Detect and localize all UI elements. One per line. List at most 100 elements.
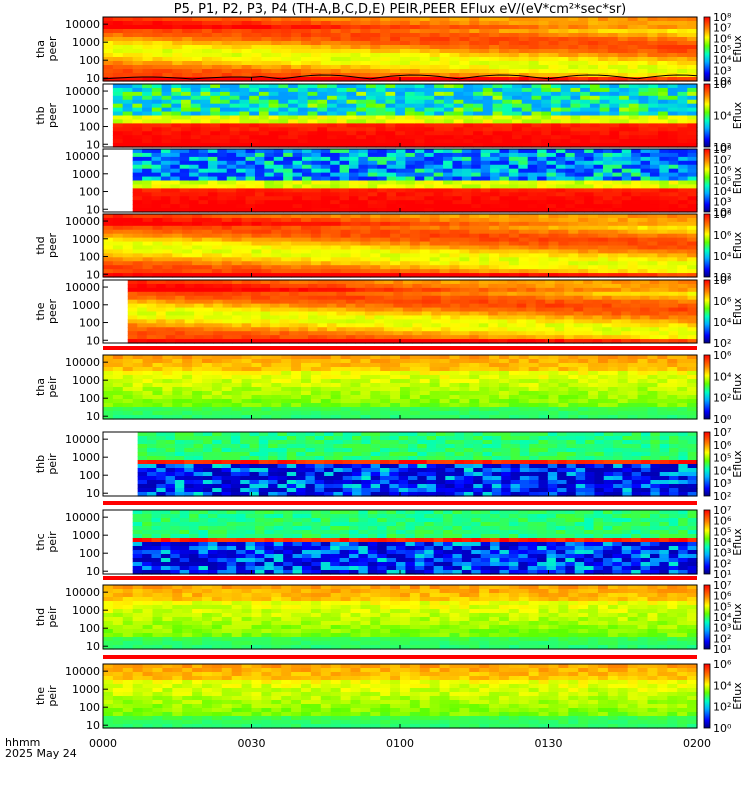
heatmap-cell bbox=[640, 164, 651, 170]
heatmap-cell bbox=[380, 273, 391, 278]
heatmap-cell bbox=[375, 135, 387, 140]
heatmap-cell bbox=[546, 196, 557, 201]
heatmap-cell bbox=[210, 91, 221, 97]
heatmap-cell bbox=[564, 335, 575, 340]
heatmap-cell bbox=[340, 221, 352, 227]
heatmap-cell bbox=[327, 84, 338, 89]
heatmap-cell bbox=[297, 99, 309, 105]
heatmap-cell bbox=[607, 229, 619, 235]
heatmap-cell bbox=[580, 111, 591, 117]
heatmap-cell bbox=[189, 172, 200, 178]
heatmap-cell bbox=[232, 323, 243, 328]
heatmap-cell bbox=[317, 131, 328, 136]
heatmap-cell bbox=[211, 65, 223, 70]
heatmap-cell bbox=[402, 319, 413, 324]
heatmap-cell bbox=[301, 172, 312, 178]
heatmap-cell bbox=[142, 127, 153, 132]
heatmap-cell bbox=[424, 180, 435, 186]
heatmap-cell bbox=[409, 257, 421, 262]
heatmap-cell bbox=[261, 49, 272, 54]
heatmap-cell bbox=[203, 311, 214, 317]
heatmap-cell bbox=[297, 95, 309, 101]
heatmap-cell bbox=[578, 241, 589, 247]
heatmap-cell bbox=[122, 359, 134, 364]
heatmap-cell bbox=[637, 77, 649, 82]
heatmap-cell bbox=[668, 299, 679, 305]
heatmap-cell bbox=[580, 84, 591, 89]
heatmap-cell bbox=[657, 77, 668, 82]
heatmap-cell bbox=[360, 241, 371, 247]
heatmap-cell bbox=[612, 180, 623, 186]
heatmap-cell bbox=[449, 37, 460, 42]
heatmap-cell bbox=[497, 283, 508, 289]
heatmap-cell bbox=[271, 73, 282, 78]
heatmap-cell bbox=[298, 315, 309, 320]
heatmap-cell bbox=[366, 91, 377, 97]
heatmap-cell bbox=[151, 180, 162, 186]
heatmap-cell bbox=[429, 253, 441, 258]
heatmap-cell bbox=[261, 273, 272, 278]
heatmap-cell bbox=[122, 33, 134, 38]
heatmap-cell bbox=[317, 91, 328, 97]
heatmap-cell bbox=[449, 241, 460, 247]
heatmap-cell bbox=[152, 225, 163, 231]
heatmap-cell bbox=[320, 77, 332, 82]
heatmap-cell bbox=[548, 253, 559, 258]
heatmap-cell bbox=[182, 221, 193, 227]
heatmap-cell bbox=[617, 29, 629, 34]
heatmap-cell bbox=[207, 180, 218, 186]
heatmap-cell bbox=[330, 184, 341, 189]
heatmap-cell bbox=[453, 115, 464, 121]
heatmap-cell bbox=[221, 253, 233, 258]
heatmap-cell bbox=[367, 160, 378, 166]
heatmap-cell bbox=[598, 77, 609, 82]
heatmap-cell bbox=[479, 77, 490, 82]
heatmap-cell bbox=[291, 269, 302, 274]
heatmap-cell bbox=[156, 327, 167, 332]
heatmap-cell bbox=[160, 200, 171, 205]
heatmap-cell bbox=[194, 287, 205, 293]
heatmap-cell bbox=[588, 257, 599, 262]
heatmap-cell bbox=[609, 139, 620, 144]
heatmap-cell bbox=[677, 65, 688, 70]
heatmap-cell bbox=[336, 91, 348, 97]
heatmap-cell bbox=[612, 152, 623, 158]
heatmap-cell bbox=[380, 221, 391, 227]
heatmap-cell bbox=[433, 188, 444, 193]
heatmap-cell bbox=[366, 107, 377, 113]
heatmap-cell bbox=[611, 331, 622, 336]
heatmap-cell bbox=[400, 21, 411, 26]
heatmap-cell bbox=[152, 45, 163, 50]
heatmap-cell bbox=[380, 73, 391, 78]
heatmap-cell bbox=[480, 184, 491, 189]
heatmap-cell bbox=[512, 139, 523, 144]
heatmap-cell bbox=[390, 257, 401, 262]
heatmap-cell bbox=[459, 77, 470, 82]
heatmap-cell bbox=[189, 200, 200, 205]
heatmap-cell bbox=[165, 303, 176, 309]
heatmap-cell bbox=[172, 21, 183, 26]
heatmap-cell bbox=[281, 261, 292, 266]
heatmap-cell bbox=[471, 149, 482, 154]
heatmap-cell bbox=[370, 61, 381, 66]
heatmap-cell bbox=[508, 29, 520, 34]
heatmap-cell bbox=[310, 77, 322, 82]
heatmap-cell bbox=[667, 119, 679, 124]
heatmap-cell bbox=[356, 111, 367, 117]
heatmap-cell bbox=[545, 315, 556, 320]
heatmap-cell bbox=[450, 315, 461, 320]
heatmap-cell bbox=[497, 295, 508, 301]
heatmap-cell bbox=[251, 311, 262, 317]
heatmap-cell bbox=[589, 143, 601, 148]
heatmap-cell bbox=[289, 311, 300, 317]
heatmap-cell bbox=[573, 319, 584, 324]
heatmap-cell bbox=[541, 143, 552, 148]
heatmap-cell bbox=[419, 37, 431, 42]
heatmap-cell bbox=[687, 303, 698, 309]
heatmap-cell bbox=[419, 61, 431, 66]
heatmap-cell bbox=[602, 156, 613, 162]
heatmap-cell bbox=[538, 237, 550, 243]
heatmap-cell bbox=[281, 33, 292, 38]
heatmap-cell bbox=[617, 33, 629, 38]
heatmap-cell bbox=[443, 149, 454, 154]
